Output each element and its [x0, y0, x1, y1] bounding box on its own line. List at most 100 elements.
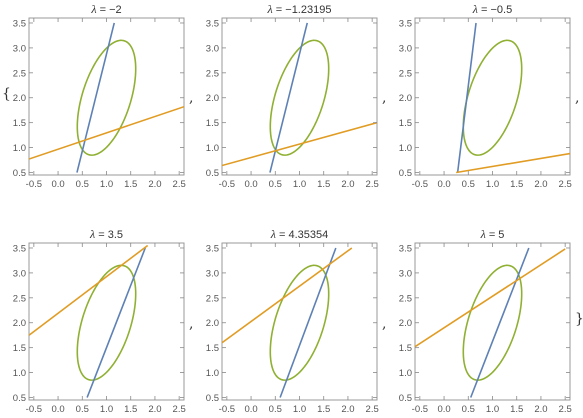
plot-area [456, 22, 570, 174]
x-tick-label: 1.0 [100, 404, 113, 415]
x-tick-label: -0.5 [219, 179, 235, 190]
x-tick-label: 1.0 [293, 179, 306, 190]
y-tick-label: 2.0 [13, 93, 26, 104]
chart-panel: λ = 5 -0.5 0.0 0.5 1.0 1.5 2.0 2.5 0.5 1.0 1.5 2.0 2… [399, 227, 572, 415]
title-value: = 4.35354 [276, 229, 328, 241]
orange-line [415, 248, 566, 348]
y-tick-label: 2.0 [399, 318, 412, 329]
y-tick-label: 3.5 [13, 243, 26, 254]
y-tick-label: 2.5 [399, 68, 412, 79]
plot-frame [28, 242, 185, 401]
orange-line [29, 244, 149, 336]
ellipse-curve [269, 39, 330, 156]
y-tick-label: 2.0 [206, 93, 219, 104]
x-tick-label: 0.0 [244, 179, 257, 190]
chart-panel: λ = −1.23195 -0.5 0.0 0.5 1.0 1.5 2.0 2.5 0.5 1.0… [206, 2, 379, 190]
x-tick-label: 0.0 [437, 404, 450, 415]
x-tick-label: 0.5 [462, 179, 475, 190]
y-tick-label: 1.5 [13, 118, 26, 129]
y-tick-label: 2.0 [13, 318, 26, 329]
y-tick-label: 3.0 [399, 268, 412, 279]
y-tick-label: 1.5 [399, 118, 412, 129]
y-tick-label: 1.0 [399, 368, 412, 379]
y-tick-label: 0.5 [13, 393, 26, 404]
title-value: = −2 [97, 4, 122, 16]
x-tick-label: 2.5 [366, 179, 379, 190]
x-tick-label: 1.5 [124, 179, 137, 190]
y-tick-label: 1.0 [206, 143, 219, 154]
y-tick-label: 1.0 [399, 143, 412, 154]
orange-line [456, 152, 570, 174]
chart-panel: λ = 4.35354 -0.5 0.0 0.5 1.0 1.5 2.0 2.5 0.5 1.0 1… [206, 227, 379, 415]
x-tick-label: 2.0 [148, 404, 161, 415]
y-tick-label: 0.5 [399, 393, 412, 404]
x-tick-label: -0.5 [26, 179, 42, 190]
comma-separator: , [382, 316, 386, 332]
title-symbol: λ [89, 227, 95, 241]
chart-panel: λ = −0.5 -0.5 0.0 0.5 1.0 1.5 2.0 2.5 0.5 1.0 1.5 2… [399, 2, 572, 190]
x-tick-label: 0.5 [269, 179, 282, 190]
x-tick-label: 2.0 [341, 404, 354, 415]
comma-separator: , [189, 90, 193, 106]
title-value: = −0.5 [478, 4, 512, 16]
y-tick-label: 3.0 [399, 43, 412, 54]
ellipse-curve [269, 264, 330, 381]
y-tick-label: 1.0 [13, 143, 26, 154]
y-tick-label: 1.5 [399, 343, 412, 354]
blue-line [456, 22, 477, 173]
x-tick-label: 0.0 [51, 404, 64, 415]
y-tick-label: 3.5 [399, 243, 412, 254]
y-tick-label: 3.5 [399, 18, 412, 29]
x-tick-label: 0.0 [244, 404, 257, 415]
y-tick-label: 3.5 [206, 18, 219, 29]
y-tick-label: 2.5 [206, 293, 219, 304]
title-symbol: λ [472, 2, 478, 16]
close-brace: } [575, 311, 583, 327]
title-symbol: λ [267, 2, 273, 16]
open-brace: { [2, 86, 11, 102]
chart-title: λ = 5 [480, 227, 505, 241]
blue-line [86, 247, 146, 398]
x-tick-label: 0.0 [51, 179, 64, 190]
title-value: = 5 [486, 229, 505, 241]
title-symbol: λ [480, 227, 486, 241]
plot-frame [414, 242, 571, 401]
orange-line [222, 121, 377, 167]
y-tick-label: 3.5 [13, 18, 26, 29]
blue-line [269, 22, 309, 173]
y-tick-label: 0.5 [206, 168, 219, 179]
y-tick-label: 0.5 [206, 393, 219, 404]
x-tick-label: 1.0 [486, 179, 499, 190]
y-tick-label: 1.0 [206, 368, 219, 379]
title-value: = −1.23195 [273, 4, 332, 16]
x-tick-label: 2.0 [341, 179, 354, 190]
x-tick-label: 1.0 [486, 404, 499, 415]
plot-area [415, 247, 566, 398]
chart-panel: λ = −2 -0.5 0.0 0.5 1.0 1.5 2.0 2.5 0.5 1.0 1.5 2.0… [13, 2, 186, 190]
x-tick-label: 2.0 [148, 179, 161, 190]
x-tick-label: 2.5 [559, 404, 572, 415]
x-tick-label: -0.5 [26, 404, 42, 415]
plot-area [29, 244, 149, 398]
x-tick-label: 1.5 [124, 404, 137, 415]
chart-title: λ = −0.5 [472, 2, 512, 16]
x-tick-label: 0.5 [76, 179, 89, 190]
chart-title: λ = 4.35354 [270, 227, 329, 241]
y-tick-label: 2.5 [206, 68, 219, 79]
ellipse-curve [462, 264, 523, 381]
chart-title: λ = −1.23195 [267, 2, 332, 16]
plot-frame [414, 17, 571, 176]
plot-frame [221, 17, 378, 176]
y-tick-label: 0.5 [399, 168, 412, 179]
x-tick-label: 2.5 [559, 179, 572, 190]
y-tick-label: 2.5 [13, 68, 26, 79]
plot-frame [221, 242, 378, 401]
x-tick-label: 1.0 [100, 179, 113, 190]
chart-panel: λ = 3.5 -0.5 0.0 0.5 1.0 1.5 2.0 2.5 0.5 1.0 1.5 2.… [13, 227, 186, 415]
ellipse-curve [76, 264, 137, 381]
y-tick-label: 1.0 [13, 368, 26, 379]
y-tick-label: 2.0 [399, 93, 412, 104]
ellipse-curve [76, 39, 137, 156]
y-tick-label: 2.0 [206, 318, 219, 329]
